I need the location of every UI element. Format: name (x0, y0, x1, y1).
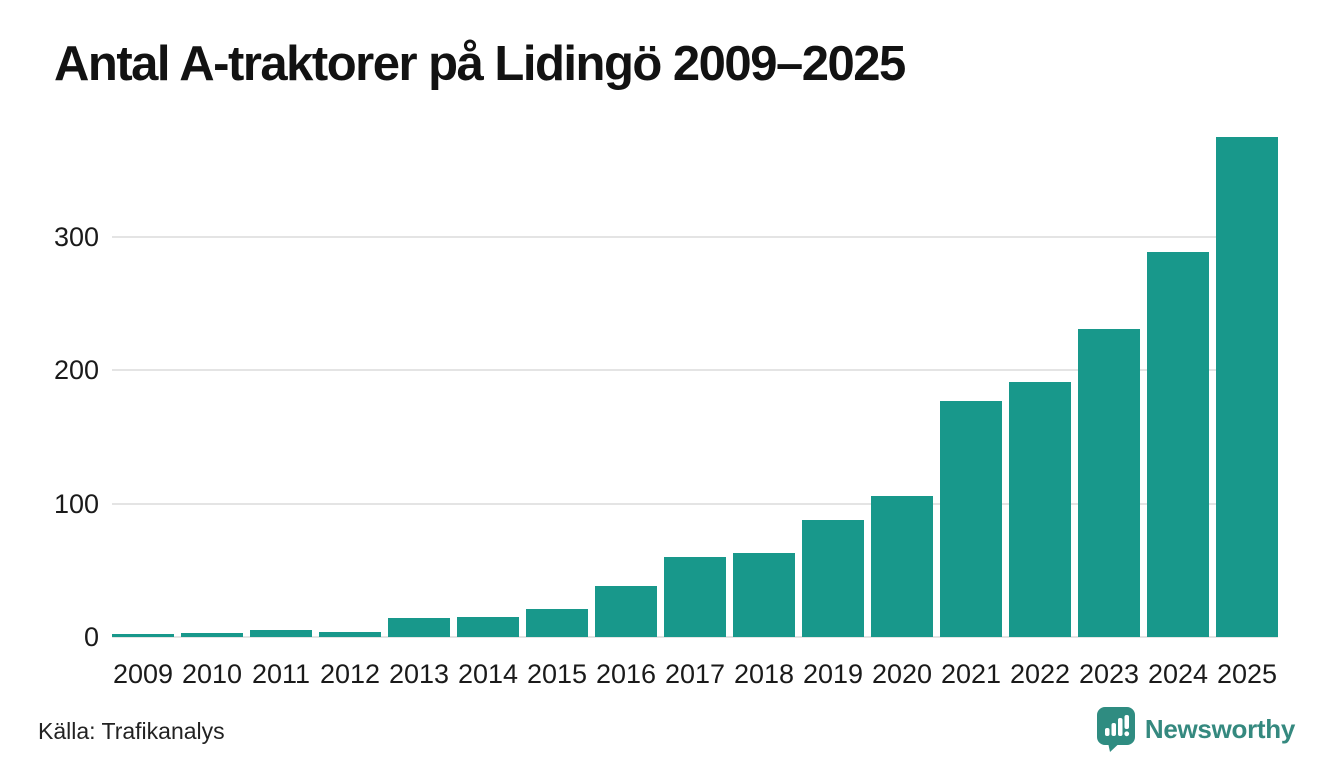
x-tick-label-2019: 2019 (802, 659, 864, 689)
bars (112, 137, 1278, 637)
newsworthy-logo: Newsworthy (1096, 706, 1295, 752)
x-tick-label-2013: 2013 (388, 659, 450, 689)
bar-2025 (1216, 137, 1278, 637)
bar-2016 (595, 586, 657, 637)
x-axis: 2009 2010 2011 2012 2013 2014 2015 2016 2017 2018… (112, 659, 1278, 690)
bar-2012 (319, 631, 381, 637)
x-tick-label-2024: 2024 (1147, 659, 1209, 689)
x-tick-label-2011: 2011 (251, 659, 311, 689)
plot-area: 0 100 200 300 (54, 137, 1278, 651)
bar-2014 (457, 617, 519, 637)
bar-2024 (1147, 251, 1209, 637)
gridline-300 (112, 236, 1278, 238)
bar-2011 (250, 630, 312, 637)
gridline-100 (112, 502, 1278, 505)
x-tick-label-2018: 2018 (733, 659, 795, 689)
x-tick-label-2021: 2021 (940, 659, 1002, 689)
newsworthy-logo-text: Newsworthy (1144, 713, 1295, 744)
bar-2009 (112, 634, 174, 637)
x-tick-label-2009: 2009 (112, 659, 174, 689)
bar-2017 (664, 557, 726, 637)
newsworthy-bar-chart-bubble-icon (1096, 706, 1136, 752)
x-tick-label-2012: 2012 (319, 659, 381, 689)
x-tick-label-2020: 2020 (871, 659, 933, 689)
x-tick-label-2023: 2023 (1078, 659, 1140, 689)
x-tick-label-2025: 2025 (1216, 659, 1278, 689)
x-tick-label-2010: 2010 (181, 659, 243, 689)
x-tick-label-2015: 2015 (526, 659, 588, 689)
bar-2019 (802, 519, 864, 637)
x-tick-label-2016: 2016 (595, 659, 657, 689)
chart-title: Antal A-traktorer på Lidingö 2009–2025 (54, 37, 906, 91)
gridline-0 (112, 636, 1278, 638)
x-tick-label-2014: 2014 (457, 659, 519, 689)
bar-2021 (940, 401, 1002, 637)
bar-2013 (388, 618, 450, 637)
source-note: Källa: Trafikanalys (38, 718, 225, 744)
x-tick-label-2017: 2017 (664, 659, 726, 689)
bar-2015 (526, 609, 588, 637)
bar-2010 (181, 633, 243, 637)
x-tick-label-2022: 2022 (1009, 659, 1071, 689)
bar-2018 (733, 553, 795, 637)
bar-2023 (1078, 329, 1140, 637)
gridline-200 (112, 369, 1278, 372)
bar-2022 (1009, 382, 1071, 637)
bar-2020 (871, 495, 933, 637)
